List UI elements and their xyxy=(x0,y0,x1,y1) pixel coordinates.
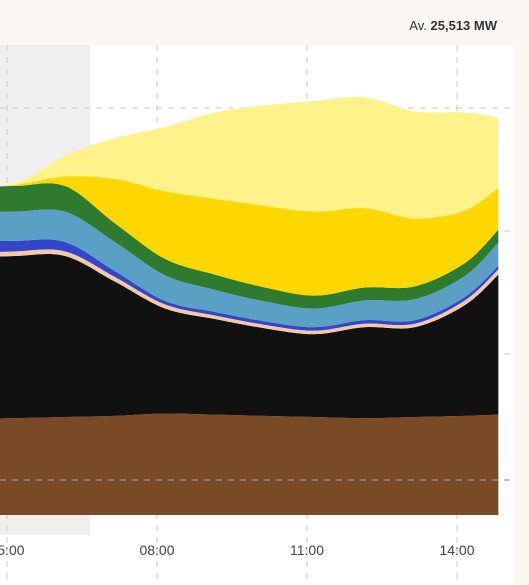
series-area-3 xyxy=(0,239,499,331)
series-area-1 xyxy=(0,254,499,419)
x-tick-label-2: 11:00 xyxy=(290,542,324,558)
series-area-5 xyxy=(0,183,499,309)
x-tick-label-0: 05:00 xyxy=(0,542,25,558)
series-area-0 xyxy=(0,413,499,515)
x-tick-label-1: 08:00 xyxy=(139,542,174,558)
average-value: 25,513 MW xyxy=(430,18,497,33)
average-readout: Av. 25,513 MW xyxy=(409,18,497,33)
series-area-7 xyxy=(0,96,499,219)
series-area-6 xyxy=(0,176,499,296)
average-prefix: Av. xyxy=(409,18,427,33)
series-area-4 xyxy=(0,209,499,328)
chart-svg: 05:00 08:00 11:00 14:00 xyxy=(0,45,514,585)
x-tick-label-3: 14:00 xyxy=(439,542,474,558)
generation-chart: 05:00 08:00 11:00 14:00 xyxy=(0,45,514,585)
